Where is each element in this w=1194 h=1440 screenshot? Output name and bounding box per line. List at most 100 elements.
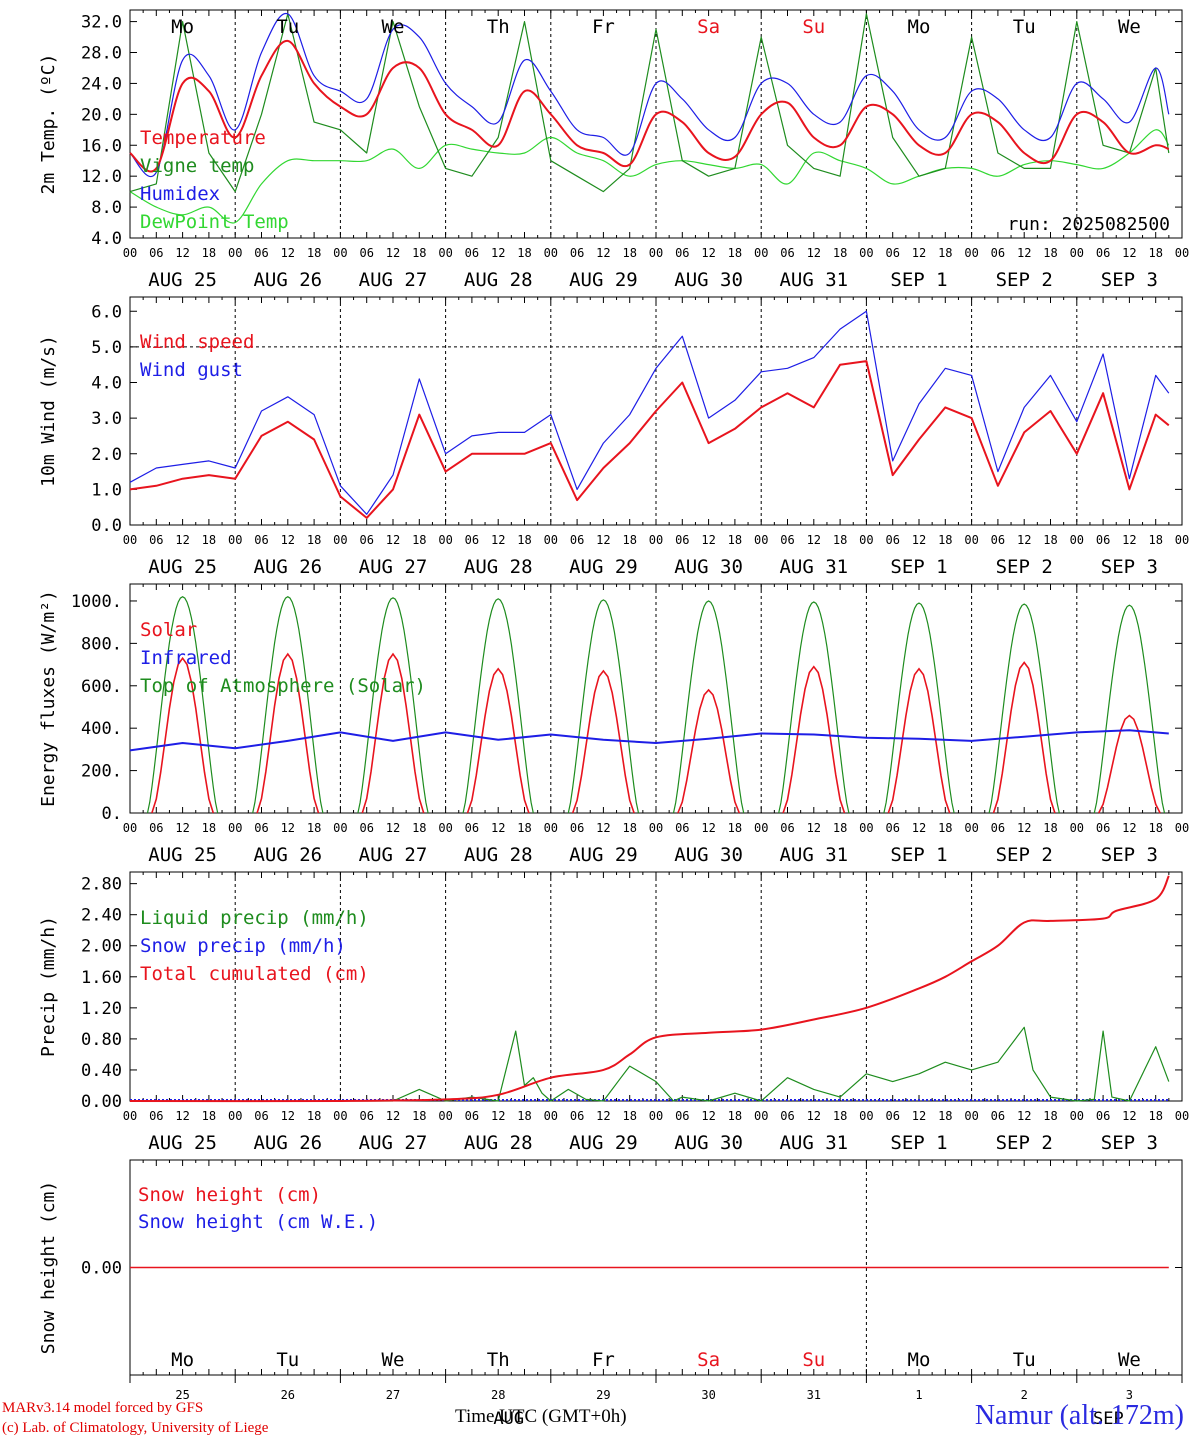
hour-tick-label: 18 [1148, 246, 1162, 260]
hour-tick-label: 00 [438, 1109, 452, 1123]
series-line-solar [992, 661, 1056, 814]
hour-tick-label: 00 [859, 533, 873, 547]
y-tick-label: 1.0 [91, 480, 122, 500]
legend-entry: Vigne temp [140, 155, 254, 177]
legend-entry: Liquid precip (mm/h) [140, 907, 369, 929]
hour-tick-label: 06 [359, 246, 373, 260]
series-line-toa-solar [462, 598, 534, 814]
hour-tick-label: 12 [386, 1109, 400, 1123]
hour-tick-label: 00 [649, 1109, 663, 1123]
hour-tick-label: 00 [1070, 533, 1084, 547]
hour-tick-label: 06 [465, 246, 479, 260]
hour-tick-label: 06 [149, 1109, 163, 1123]
series-line-toa-solar [672, 600, 745, 814]
date-label: AUG 25 [148, 269, 217, 291]
hour-tick-label: 00 [1070, 821, 1084, 835]
hour-tick-label: 00 [649, 533, 663, 547]
hour-tick-label: 12 [1122, 821, 1136, 835]
y-axis-label: 10m Wind (m/s) [38, 335, 59, 487]
weekday-label: Th [487, 1349, 510, 1371]
hour-tick-label: 18 [307, 821, 321, 835]
weekday-label: Su [802, 1349, 825, 1371]
y-tick-label: 4.0 [91, 374, 122, 394]
y-tick-label: 200. [81, 762, 122, 782]
date-label: AUG 30 [674, 844, 743, 866]
date-label: AUG 27 [359, 556, 428, 578]
month-label: SEP [1093, 1409, 1124, 1429]
station-name: Namur (alt. 172m) [974, 1400, 1184, 1431]
y-tick-label: 0.0 [91, 516, 122, 536]
hour-tick-label: 00 [1175, 821, 1189, 835]
day-number-label: 28 [491, 1388, 505, 1402]
hour-tick-label: 12 [912, 533, 926, 547]
series-line-liquid-precip-mm-h- [130, 1026, 1170, 1102]
hour-tick-label: 06 [991, 533, 1005, 547]
legend-entry: Infrared [140, 647, 232, 669]
y-axis-label: 2m Temp. (ºC) [38, 54, 59, 195]
date-label: AUG 25 [148, 556, 217, 578]
date-label: SEP 2 [996, 269, 1053, 291]
y-tick-label: 4.0 [91, 229, 122, 249]
hour-tick-label: 18 [938, 1109, 952, 1123]
hour-tick-label: 00 [1175, 533, 1189, 547]
hour-tick-label: 06 [570, 533, 584, 547]
series-line-solar [677, 688, 741, 814]
hour-tick-label: 06 [991, 246, 1005, 260]
series-line-vigne-temp [129, 13, 1170, 193]
date-label: AUG 31 [779, 844, 848, 866]
legend-entry: Snow height (cm W.E.) [138, 1211, 378, 1233]
hour-tick-label: 00 [438, 246, 452, 260]
date-label: SEP 1 [890, 1132, 947, 1154]
hour-tick-label: 00 [333, 821, 347, 835]
hour-tick-label: 06 [675, 1109, 689, 1123]
hour-tick-label: 06 [991, 821, 1005, 835]
hour-tick-label: 00 [754, 533, 768, 547]
date-label: SEP 2 [996, 844, 1053, 866]
hour-tick-label: 00 [964, 1109, 978, 1123]
hour-tick-label: 18 [202, 1109, 216, 1123]
hour-tick-label: 06 [780, 1109, 794, 1123]
hour-tick-label: 12 [491, 246, 505, 260]
series-line-toa-solar [146, 595, 219, 814]
legend-entry: Snow precip (mm/h) [140, 935, 346, 957]
hour-tick-label: 18 [307, 1109, 321, 1123]
hour-tick-label: 06 [359, 821, 373, 835]
hour-tick-label: 18 [938, 246, 952, 260]
hour-tick-label: 18 [517, 1109, 531, 1123]
hour-tick-label: 00 [228, 821, 242, 835]
hour-tick-label: 06 [675, 533, 689, 547]
y-tick-label: 5.0 [91, 338, 122, 358]
hour-tick-label: 06 [780, 821, 794, 835]
hour-tick-label: 06 [465, 533, 479, 547]
hour-tick-label: 12 [701, 1109, 715, 1123]
hour-tick-label: 00 [1070, 1109, 1084, 1123]
y-tick-label: 0.00 [81, 1092, 122, 1112]
hour-tick-label: 06 [1096, 1109, 1110, 1123]
hour-tick-label: 12 [701, 533, 715, 547]
legend-entry: Temperature [140, 127, 266, 149]
hour-tick-label: 00 [964, 533, 978, 547]
series-line-toa-solar [1093, 604, 1166, 814]
hour-tick-label: 06 [885, 533, 899, 547]
day-number-label: 31 [807, 1388, 821, 1402]
date-label: AUG 26 [253, 269, 322, 291]
hour-tick-label: 00 [964, 821, 978, 835]
hour-tick-label: 18 [1043, 821, 1057, 835]
date-label: AUG 25 [148, 844, 217, 866]
weekday-label: Mo [908, 1349, 931, 1371]
legend-entry: Top of Atmosphere (Solar) [140, 675, 426, 697]
hour-tick-label: 12 [491, 821, 505, 835]
date-label: AUG 30 [674, 556, 743, 578]
hour-tick-label: 18 [202, 821, 216, 835]
hour-tick-label: 06 [149, 246, 163, 260]
hour-tick-label: 00 [1070, 246, 1084, 260]
hour-tick-label: 06 [675, 821, 689, 835]
date-label: AUG 29 [569, 556, 638, 578]
hour-tick-label: 18 [728, 1109, 742, 1123]
hour-tick-label: 18 [833, 821, 847, 835]
hour-tick-label: 18 [1148, 821, 1162, 835]
hour-tick-label: 06 [780, 533, 794, 547]
hour-tick-label: 06 [885, 821, 899, 835]
hour-tick-label: 18 [833, 1109, 847, 1123]
